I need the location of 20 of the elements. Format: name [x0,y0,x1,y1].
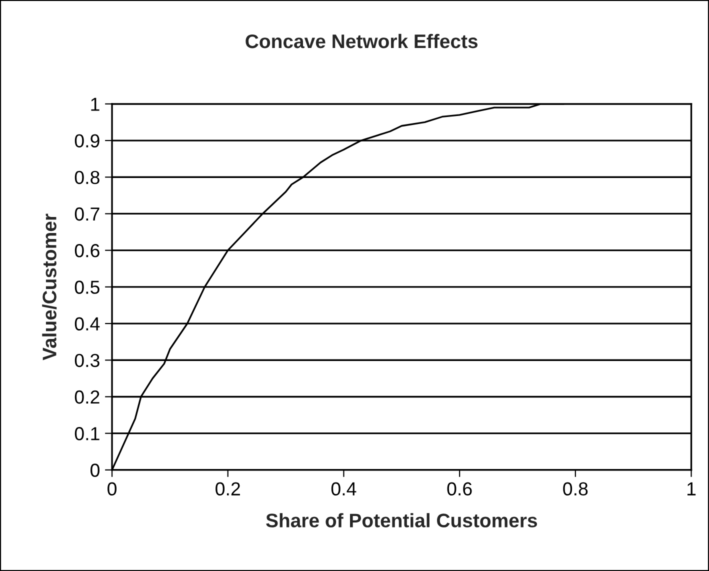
y-tick-label: 0.8 [74,170,100,184]
y-axis-title: Value/Customer [42,214,57,360]
x-axis-title: Share of Potential Customers [266,513,537,528]
x-tick-label: 0.8 [563,482,588,496]
y-tick-label: 0.2 [74,390,100,404]
y-tick-label: 0.1 [74,427,100,440]
x-tick-label: 1 [687,482,696,496]
y-tick-label: 0.4 [74,317,100,331]
x-tick-label: 0.2 [216,482,240,496]
y-tick-label: 1 [91,98,100,111]
x-tick-label: 0.4 [331,482,356,496]
y-tick-label: 0.9 [74,134,100,148]
y-tick-label: 0.7 [74,207,100,221]
x-tick-label: 0.6 [447,482,472,496]
y-tick-label: 0 [90,464,100,477]
chart-title: Concave Network Effects [246,34,478,48]
y-tick-label: 0.6 [74,244,100,258]
x-tick-label: 0 [108,482,117,496]
y-tick-label: 0.5 [74,280,100,294]
y-tick-label: 0.3 [74,354,100,368]
